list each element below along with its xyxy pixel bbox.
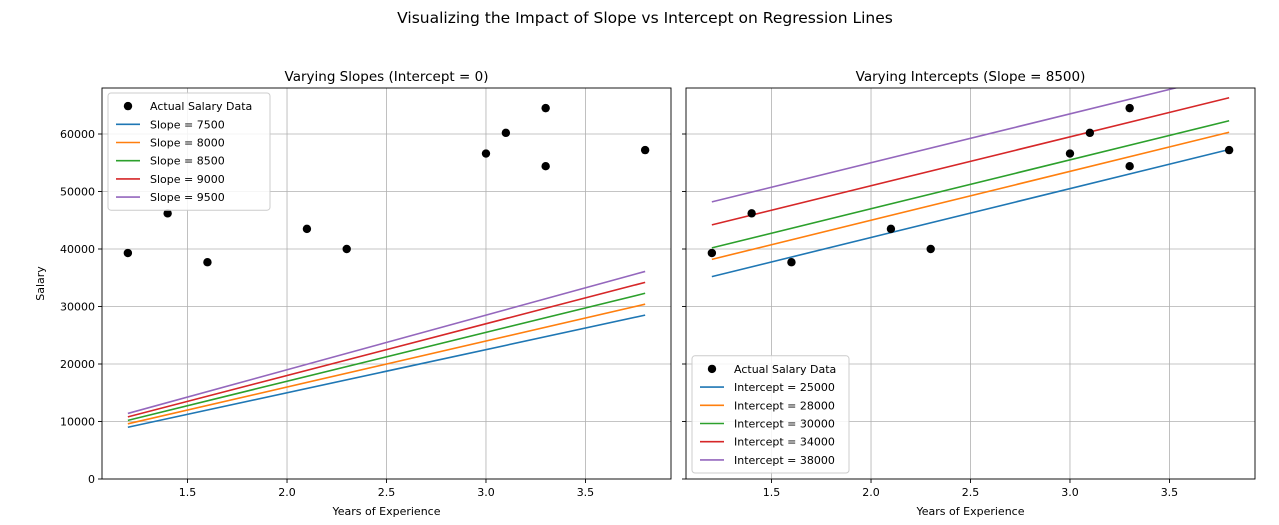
scatter-point [707,248,717,258]
scatter-point [481,149,491,158]
regression-line [127,292,646,422]
x-axis-label: Years of Experience [916,505,1025,518]
y-tick-label: 0 [88,473,95,486]
scatter-point [926,244,935,254]
regression-line [711,119,1230,249]
scatter-point [123,248,133,258]
chart-panel-varying-slopes: 1.5 2.0 2.5 3.0 3.5 0 10000 20000 30000 40000 5000… [34,69,672,518]
scatter-point [1125,103,1134,113]
x-tick-label: 3.5 [577,486,595,499]
x-tick-label: 1.5 [179,486,197,499]
legend-marker [707,364,717,374]
scatter-point [541,162,550,171]
x-tick-label: 2.5 [962,486,980,499]
legend-marker [123,101,133,111]
chart-panel-varying-intercepts: 1.5 2.0 2.5 3.0 3.5 Varying Intercepts (Slope… [682,69,1256,518]
x-tick-label: 3.5 [1161,486,1179,499]
legend-label: Intercept = 38000 [734,454,835,467]
x-axis-label: Years of Experience [332,505,441,518]
scatter-point [640,145,650,155]
scatter-point [1125,162,1134,171]
y-tick-label: 20000 [60,358,95,371]
axes-title: Varying Slopes (Intercept = 0) [285,69,489,85]
regression-line [711,148,1230,278]
legend-box [107,92,271,211]
axes-title: Varying Intercepts (Slope = 8500) [856,69,1086,85]
y-axis-label: Salary [34,266,47,301]
scatter-point [1065,149,1075,158]
x-tick-label: 2.0 [862,486,880,499]
x-tick-label: 1.5 [763,486,781,499]
legend-label: Slope = 9000 [150,173,225,186]
scatter-point [203,258,212,267]
legend-label: Intercept = 28000 [734,399,835,412]
y-tick-label: 10000 [60,416,95,429]
legend-label: Intercept = 25000 [734,381,835,394]
scatter-point [747,209,756,218]
scatter-point [342,244,351,254]
legend-label: Intercept = 34000 [734,436,835,449]
legend-label: Slope = 7500 [150,118,225,131]
regression-line [711,131,1230,261]
y-tick-label: 60000 [60,128,95,141]
figure-suptitle: Visualizing the Impact of Slope vs Inter… [397,9,893,27]
legend-label: Actual Salary Data [150,100,252,113]
legend-label: Slope = 8500 [150,155,225,168]
regression-line [127,314,646,429]
x-tick-label: 3.0 [477,486,495,499]
y-tick-label: 50000 [60,186,95,199]
y-tick-label: 40000 [60,243,95,256]
legend-box [691,355,850,474]
scatter-point [787,258,796,267]
x-tick-label: 3.0 [1061,486,1079,499]
regression-line [127,281,646,418]
scatter-point [163,209,172,218]
x-tick-label: 2.5 [378,486,396,499]
legend: Actual Salary Data Slope = 7500 Slope = 80… [107,92,271,211]
scatter-point [1085,128,1095,138]
scatter-point [886,224,896,234]
legend: Actual Salary Data Intercept = 25000 Inter… [691,355,850,474]
regression-line [711,88,1179,203]
x-tick-label: 2.0 [278,486,296,499]
legend-label: Intercept = 30000 [734,418,835,431]
regression-line [127,270,646,415]
scatter-point [302,224,312,234]
legend-label: Slope = 8000 [150,137,225,150]
legend-label: Slope = 9500 [150,191,225,204]
scatter-point [541,103,550,113]
legend-label: Actual Salary Data [734,363,836,376]
y-tick-label: 30000 [60,301,95,314]
scatter-point [1224,145,1234,155]
scatter-point [501,128,511,138]
regression-line [127,303,646,425]
regression-line [711,96,1230,226]
